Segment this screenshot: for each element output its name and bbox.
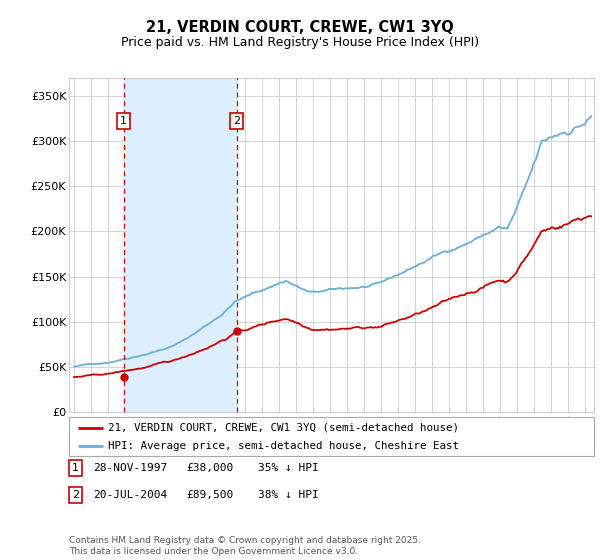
Text: 21, VERDIN COURT, CREWE, CW1 3YQ: 21, VERDIN COURT, CREWE, CW1 3YQ <box>146 20 454 35</box>
Text: £89,500: £89,500 <box>186 490 233 500</box>
Text: 35% ↓ HPI: 35% ↓ HPI <box>258 463 319 473</box>
Text: 20-JUL-2004: 20-JUL-2004 <box>93 490 167 500</box>
Text: £38,000: £38,000 <box>186 463 233 473</box>
Bar <box>124 78 237 412</box>
Text: Price paid vs. HM Land Registry's House Price Index (HPI): Price paid vs. HM Land Registry's House … <box>121 36 479 49</box>
Text: 2: 2 <box>72 490 79 500</box>
Text: 2: 2 <box>233 116 240 126</box>
Text: HPI: Average price, semi-detached house, Cheshire East: HPI: Average price, semi-detached house,… <box>109 441 460 451</box>
Text: 1: 1 <box>120 116 127 126</box>
Text: 28-NOV-1997: 28-NOV-1997 <box>93 463 167 473</box>
Text: 21, VERDIN COURT, CREWE, CW1 3YQ (semi-detached house): 21, VERDIN COURT, CREWE, CW1 3YQ (semi-d… <box>109 423 460 433</box>
Text: Contains HM Land Registry data © Crown copyright and database right 2025.
This d: Contains HM Land Registry data © Crown c… <box>69 536 421 556</box>
Text: 1: 1 <box>72 463 79 473</box>
Text: 38% ↓ HPI: 38% ↓ HPI <box>258 490 319 500</box>
